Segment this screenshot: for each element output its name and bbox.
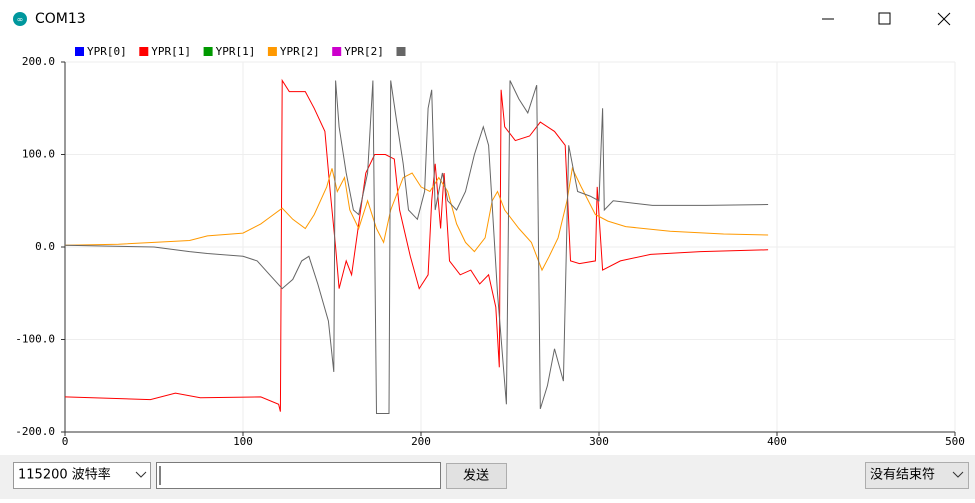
legend-label: YPR[2] bbox=[280, 45, 320, 58]
legend-label: YPR[1] bbox=[216, 45, 256, 58]
x-tick-label: 200 bbox=[411, 435, 431, 448]
legend-swatch bbox=[332, 47, 342, 56]
legend-swatch bbox=[75, 47, 84, 56]
y-tick-label: 100.0 bbox=[22, 148, 55, 161]
legend-swatch bbox=[267, 47, 277, 56]
y-tick-label: -200.0 bbox=[15, 425, 55, 438]
baud-select-text: 115200 波特率 bbox=[18, 467, 111, 483]
legend-label: YPR[0] bbox=[87, 45, 127, 58]
x-tick-label: 300 bbox=[589, 435, 609, 448]
line-ending-text: 没有结束符 bbox=[870, 467, 935, 483]
baud-select[interactable] bbox=[13, 462, 151, 489]
x-tick-label: 500 bbox=[945, 435, 965, 448]
send-input[interactable] bbox=[156, 462, 441, 489]
app-icon bbox=[13, 12, 27, 26]
legend-label: YPR[2] bbox=[344, 45, 384, 58]
x-tick-label: 0 bbox=[62, 435, 69, 448]
send-button[interactable] bbox=[446, 463, 507, 489]
data-line bbox=[64, 80, 769, 414]
send-button-text: 发送 bbox=[463, 468, 489, 484]
legend-label: YPR[1] bbox=[151, 45, 191, 58]
y-tick-label: -100.0 bbox=[15, 333, 55, 346]
legend-swatch bbox=[203, 47, 213, 56]
window-title: COM13 bbox=[35, 11, 86, 27]
dropdown-arrow bbox=[135, 471, 147, 478]
y-tick-label: 200.0 bbox=[22, 55, 55, 68]
legend-swatch bbox=[396, 47, 406, 56]
x-tick-label: 400 bbox=[767, 435, 787, 448]
x-tick-label: 100 bbox=[233, 435, 253, 448]
close-button[interactable] bbox=[937, 12, 951, 26]
maximize-button[interactable] bbox=[878, 12, 891, 25]
app-icon-glyph: ∞ bbox=[17, 15, 24, 24]
y-tick-label: 0.0 bbox=[35, 240, 55, 253]
line-ending-select[interactable] bbox=[865, 462, 969, 489]
plot: -200.0 -100.0 0.0 100.0 200.0 0 100 200 300 400 50… bbox=[15, 45, 965, 448]
legend-swatch bbox=[139, 47, 149, 56]
dropdown-arrow bbox=[952, 471, 964, 478]
